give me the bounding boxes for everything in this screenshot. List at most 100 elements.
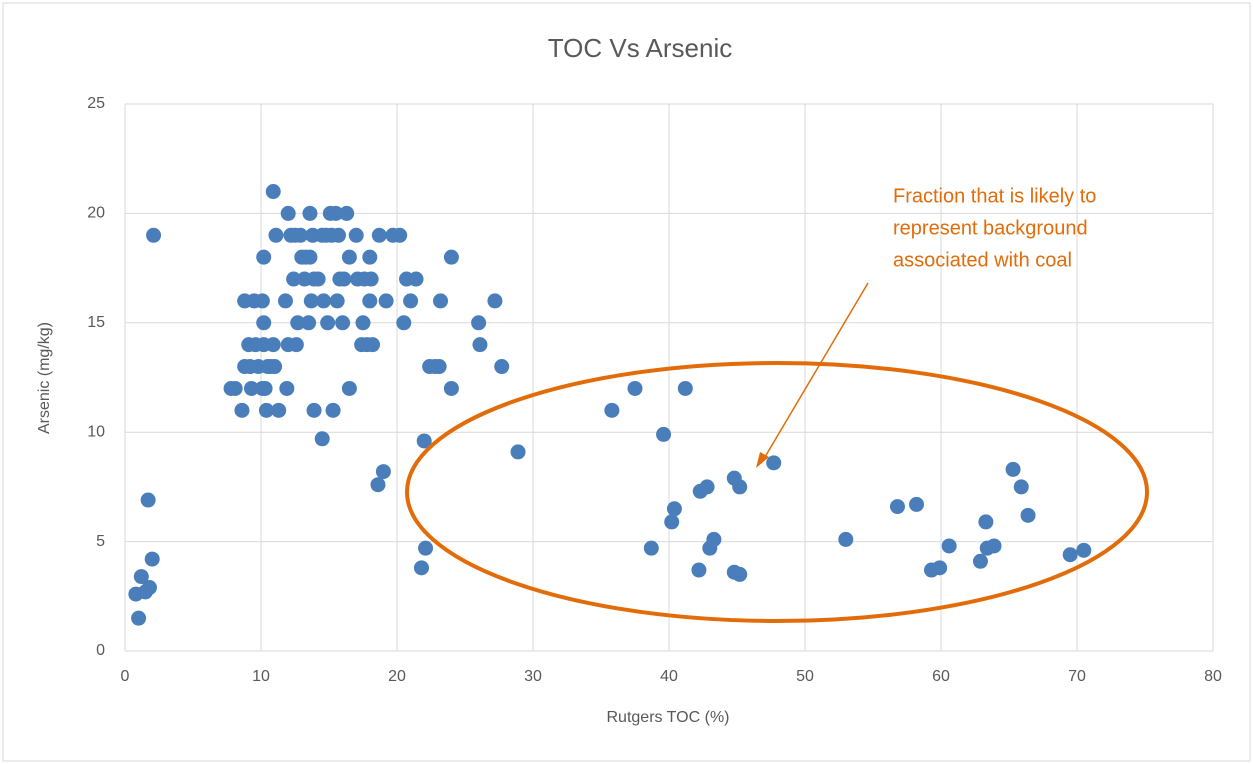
data-point bbox=[487, 293, 503, 309]
data-point bbox=[280, 205, 296, 221]
data-point bbox=[932, 560, 948, 576]
data-point bbox=[341, 249, 357, 265]
data-point bbox=[656, 426, 672, 442]
data-point bbox=[256, 315, 272, 331]
y-tick-label: 25 bbox=[87, 95, 105, 112]
data-point bbox=[254, 293, 270, 309]
data-point bbox=[302, 205, 318, 221]
data-point bbox=[375, 464, 391, 480]
data-point bbox=[243, 380, 259, 396]
y-tick-label: 20 bbox=[87, 205, 105, 222]
x-tick-label: 0 bbox=[121, 668, 130, 685]
data-point bbox=[706, 531, 722, 547]
data-point bbox=[314, 431, 330, 447]
data-point bbox=[301, 315, 317, 331]
data-point bbox=[234, 402, 250, 418]
data-point bbox=[413, 560, 429, 576]
data-point bbox=[941, 538, 957, 554]
data-point bbox=[1013, 479, 1029, 495]
data-point bbox=[471, 315, 487, 331]
data-point bbox=[986, 538, 1002, 554]
x-tick-label: 70 bbox=[1068, 668, 1086, 685]
data-point bbox=[310, 271, 326, 287]
data-point bbox=[416, 433, 432, 449]
data-point bbox=[732, 566, 748, 582]
annotation-text: associated with coal bbox=[893, 249, 1072, 271]
data-point bbox=[370, 477, 386, 493]
data-point bbox=[691, 562, 707, 578]
x-tick-label: 50 bbox=[796, 668, 814, 685]
data-point bbox=[141, 580, 157, 596]
data-point bbox=[258, 402, 274, 418]
data-point bbox=[355, 315, 371, 331]
data-point bbox=[889, 499, 905, 515]
data-point bbox=[510, 444, 526, 460]
highlight-ellipse bbox=[405, 361, 1149, 623]
data-point bbox=[677, 380, 693, 396]
data-point bbox=[643, 540, 659, 556]
data-point bbox=[302, 249, 318, 265]
data-point bbox=[909, 496, 925, 512]
y-axis-label: Arsenic (mg/kg) bbox=[36, 322, 53, 434]
data-point bbox=[472, 337, 488, 353]
y-tick-label: 5 bbox=[96, 533, 105, 550]
data-point bbox=[664, 514, 680, 530]
data-point bbox=[292, 227, 308, 243]
data-point bbox=[766, 455, 782, 471]
x-tick-label: 20 bbox=[388, 668, 406, 685]
data-point bbox=[265, 184, 281, 200]
data-point bbox=[362, 249, 378, 265]
x-tick-label: 40 bbox=[660, 668, 678, 685]
data-point bbox=[316, 293, 332, 309]
y-tick-label: 15 bbox=[87, 314, 105, 331]
annotation-arrowhead bbox=[756, 452, 769, 468]
annotation-arrow bbox=[761, 282, 869, 463]
data-point bbox=[978, 514, 994, 530]
annotation-text: Fraction that is likely to bbox=[893, 185, 1096, 207]
data-point bbox=[144, 551, 160, 567]
data-point bbox=[838, 531, 854, 547]
data-point bbox=[325, 402, 341, 418]
data-point bbox=[227, 380, 243, 396]
annotation-text: represent background bbox=[893, 217, 1088, 239]
data-point bbox=[403, 293, 419, 309]
data-point bbox=[418, 540, 434, 556]
data-point bbox=[257, 380, 273, 396]
chart-title: TOC Vs Arsenic bbox=[548, 33, 732, 63]
data-point bbox=[732, 479, 748, 495]
data-point bbox=[268, 227, 284, 243]
data-point bbox=[371, 227, 387, 243]
data-point bbox=[396, 315, 412, 331]
data-point bbox=[604, 402, 620, 418]
data-point bbox=[320, 315, 336, 331]
data-point bbox=[256, 249, 272, 265]
data-point bbox=[348, 227, 364, 243]
data-point bbox=[331, 227, 347, 243]
data-point bbox=[335, 315, 351, 331]
data-point bbox=[306, 402, 322, 418]
data-point bbox=[666, 501, 682, 517]
data-point bbox=[133, 569, 149, 585]
data-point bbox=[431, 359, 447, 375]
data-point bbox=[288, 337, 304, 353]
data-point bbox=[341, 380, 357, 396]
x-tick-label: 80 bbox=[1204, 668, 1222, 685]
data-point bbox=[286, 271, 302, 287]
data-point bbox=[131, 610, 147, 626]
data-point bbox=[1005, 461, 1021, 477]
data-point bbox=[336, 271, 352, 287]
data-point bbox=[408, 271, 424, 287]
data-point bbox=[265, 337, 281, 353]
data-point bbox=[1020, 507, 1036, 523]
x-tick-label: 30 bbox=[524, 668, 542, 685]
data-point bbox=[277, 293, 293, 309]
data-point bbox=[140, 492, 156, 508]
data-point bbox=[329, 293, 345, 309]
data-point bbox=[972, 553, 988, 569]
data-point bbox=[443, 380, 459, 396]
data-point bbox=[303, 293, 319, 309]
data-point bbox=[271, 402, 287, 418]
y-tick-label: 10 bbox=[87, 423, 105, 440]
